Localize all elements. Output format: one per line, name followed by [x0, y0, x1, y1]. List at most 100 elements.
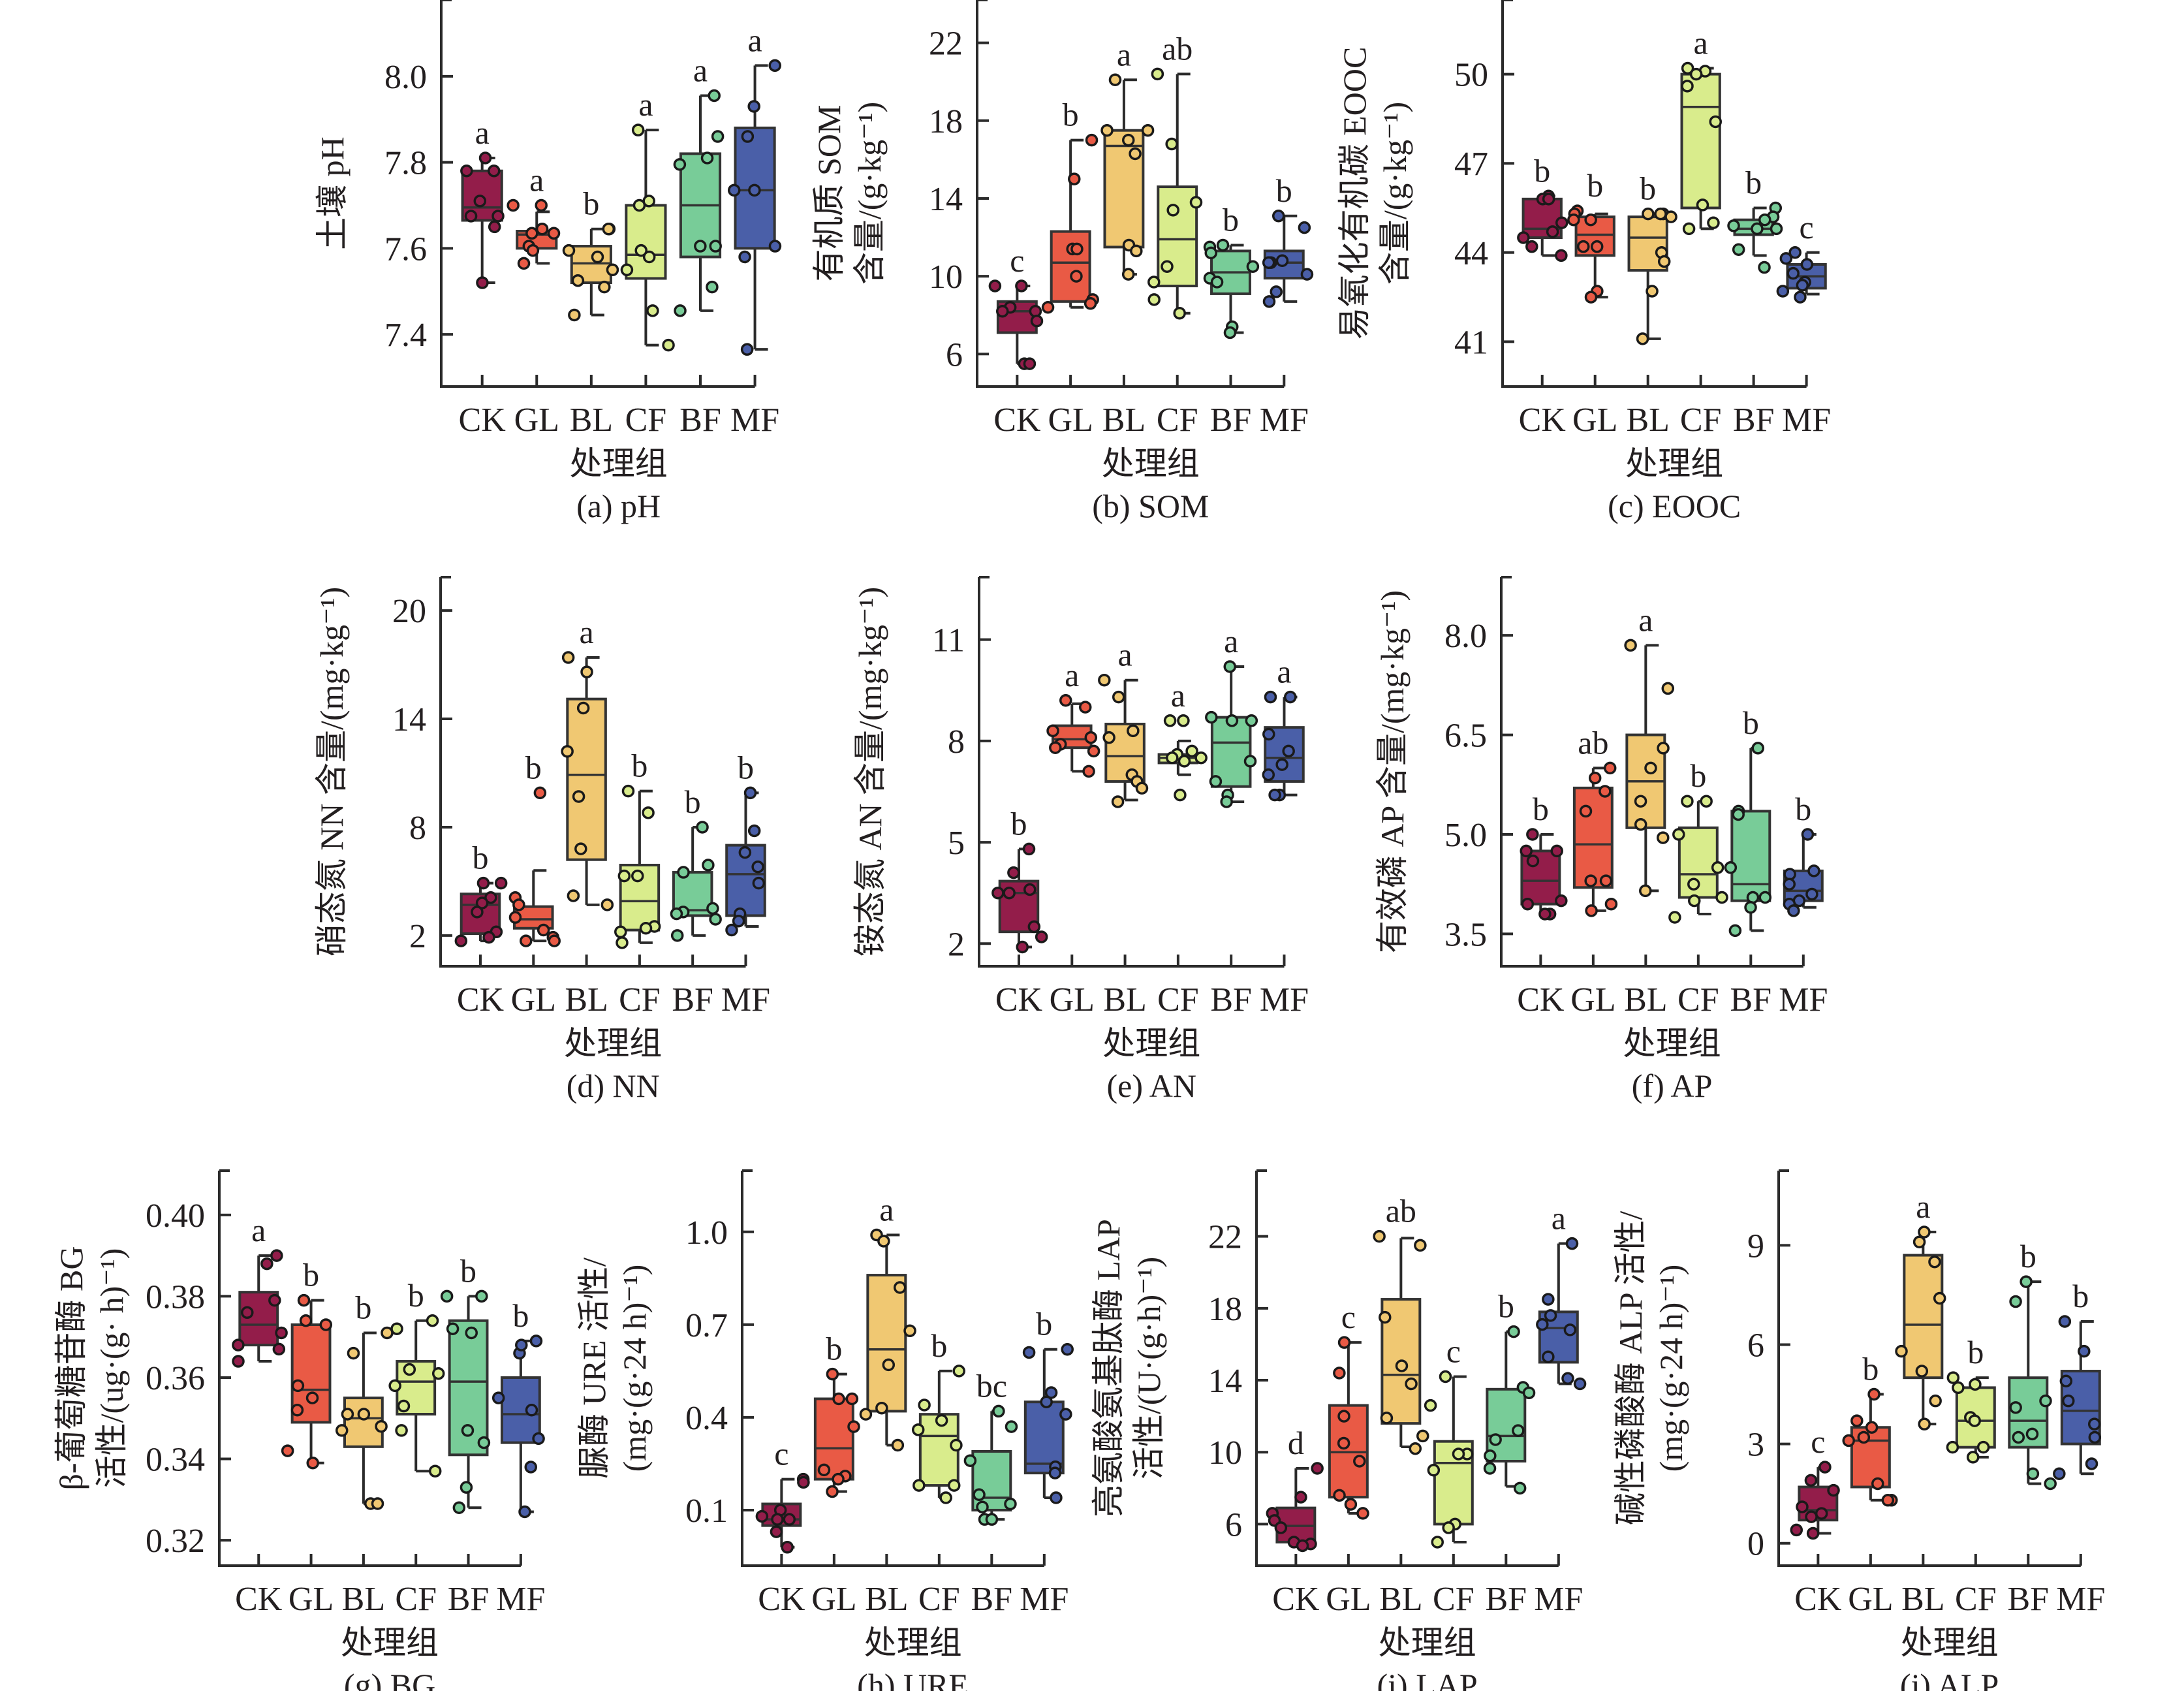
data-point — [1661, 682, 1675, 695]
data-point — [1732, 243, 1745, 256]
data-point — [696, 821, 709, 834]
data-point — [478, 151, 492, 165]
data-point — [991, 886, 1005, 900]
data-point — [306, 1457, 319, 1470]
panel-j: 0 3 6 9 碱性磷酸酶 ALP 活性/(mg·(g·24 h)⁻¹) c CK b GL a B… — [1612, 1169, 2105, 1691]
panel-caption: (i) LAP — [1377, 1667, 1478, 1691]
data-point — [1015, 279, 1028, 292]
box-CK: b CK — [991, 805, 1048, 1019]
x-tick-label: CF — [1677, 981, 1719, 1019]
data-point — [1245, 714, 1258, 727]
data-point — [1264, 690, 1277, 704]
y-axis-title: 含量/(g·kg⁻¹) — [851, 102, 888, 285]
x-tick-label: CK — [993, 402, 1041, 439]
box-MF: b MF — [1260, 172, 1314, 439]
data-point — [1059, 1408, 1072, 1421]
data-point — [1946, 1440, 1959, 1454]
y-axis-title: 亮氨酸氨基肽酶 LAP — [1090, 1219, 1127, 1517]
data-point — [639, 922, 653, 935]
y-tick-label: 14 — [1208, 1363, 1242, 1400]
data-point — [568, 308, 581, 322]
box-BF: b BF — [2008, 1238, 2057, 1618]
data-point — [520, 934, 533, 947]
box-BF: bc BF — [963, 1367, 1018, 1618]
data-point — [476, 876, 490, 890]
y-tick-label: 8 — [948, 723, 965, 761]
data-point — [1121, 268, 1135, 281]
x-tick-label: CK — [758, 1581, 805, 1618]
box-BL: a BL — [1100, 36, 1155, 439]
data-point — [452, 1501, 466, 1515]
significance-letter: a — [579, 614, 593, 650]
panel-caption: (c) EOOC — [1608, 488, 1741, 524]
data-point — [847, 1420, 860, 1433]
x-tick-label: BF — [448, 1581, 490, 1618]
y-tick-label: 22 — [1208, 1219, 1242, 1256]
x-tick-label: BL — [570, 402, 613, 439]
box-CK: a CK — [459, 114, 507, 439]
data-point — [1141, 123, 1155, 137]
data-point — [403, 1363, 416, 1376]
y-tick-label: 8.0 — [1444, 618, 1487, 655]
data-point — [525, 1404, 538, 1417]
data-point — [1732, 808, 1745, 821]
box-CK: d CK — [1266, 1425, 1324, 1618]
data-point — [771, 1513, 784, 1526]
panel-g: 0.32 0.34 0.36 0.38 0.40 β-葡萄糖苷酶 BG 活性/(ug·(g·… — [53, 1169, 545, 1691]
panel-caption: (a) pH — [576, 488, 661, 524]
data-point — [918, 1399, 931, 1412]
data-point — [525, 227, 538, 240]
data-point — [1805, 887, 1818, 901]
significance-letter: b — [460, 1252, 476, 1289]
significance-letter: b — [1276, 172, 1292, 209]
data-point — [1102, 731, 1115, 744]
data-point — [1223, 326, 1237, 340]
y-tick-label: 0.34 — [146, 1442, 205, 1479]
significance-letter: a — [638, 86, 653, 123]
data-point — [1442, 1521, 1455, 1534]
data-point — [2012, 1430, 2025, 1444]
data-point — [1100, 123, 1114, 137]
data-point — [488, 220, 501, 234]
y-tick-label: 5 — [948, 825, 965, 862]
data-point — [1522, 1386, 1536, 1400]
significance-letter: b — [1862, 1351, 1879, 1387]
box-iqr — [625, 204, 667, 280]
data-point — [748, 183, 761, 197]
data-point — [741, 130, 755, 143]
data-point — [1850, 1414, 1864, 1427]
box-CF: b CF — [911, 1327, 965, 1618]
data-point — [1439, 1370, 1452, 1383]
box-MF: b MF — [1779, 791, 1828, 1019]
data-point — [2062, 1394, 2075, 1408]
data-point — [1520, 844, 1533, 858]
significance-letter: a — [1171, 677, 1185, 714]
data-point — [535, 198, 548, 212]
x-axis-title: 处理组 — [1901, 1624, 1999, 1661]
y-tick-label: 10 — [1208, 1434, 1242, 1472]
data-point — [1536, 1318, 1549, 1331]
data-point — [711, 130, 725, 143]
box-CF: a CF — [620, 86, 675, 439]
data-point — [537, 923, 550, 937]
significance-letter: a — [1117, 637, 1132, 673]
data-point — [706, 902, 719, 915]
data-point — [1681, 61, 1694, 75]
data-point — [1521, 897, 1535, 911]
significance-letter: a — [747, 22, 762, 58]
x-tick-label: CK — [1794, 1581, 1842, 1618]
y-tick-label: 7.8 — [384, 145, 427, 182]
y-tick-label: 47 — [1454, 146, 1488, 183]
data-point — [875, 1401, 888, 1415]
y-axis-title: β-葡萄糖苷酶 BG — [53, 1246, 89, 1490]
data-point — [1112, 690, 1125, 704]
data-point — [708, 89, 721, 103]
data-point — [297, 1293, 311, 1307]
data-point — [1599, 874, 1613, 887]
data-point — [1205, 710, 1218, 724]
data-point — [290, 1404, 304, 1417]
data-point — [1744, 901, 1757, 914]
x-tick-label: BL — [1103, 981, 1146, 1019]
x-tick-label: CK — [1272, 1581, 1320, 1618]
data-point — [1022, 842, 1036, 856]
